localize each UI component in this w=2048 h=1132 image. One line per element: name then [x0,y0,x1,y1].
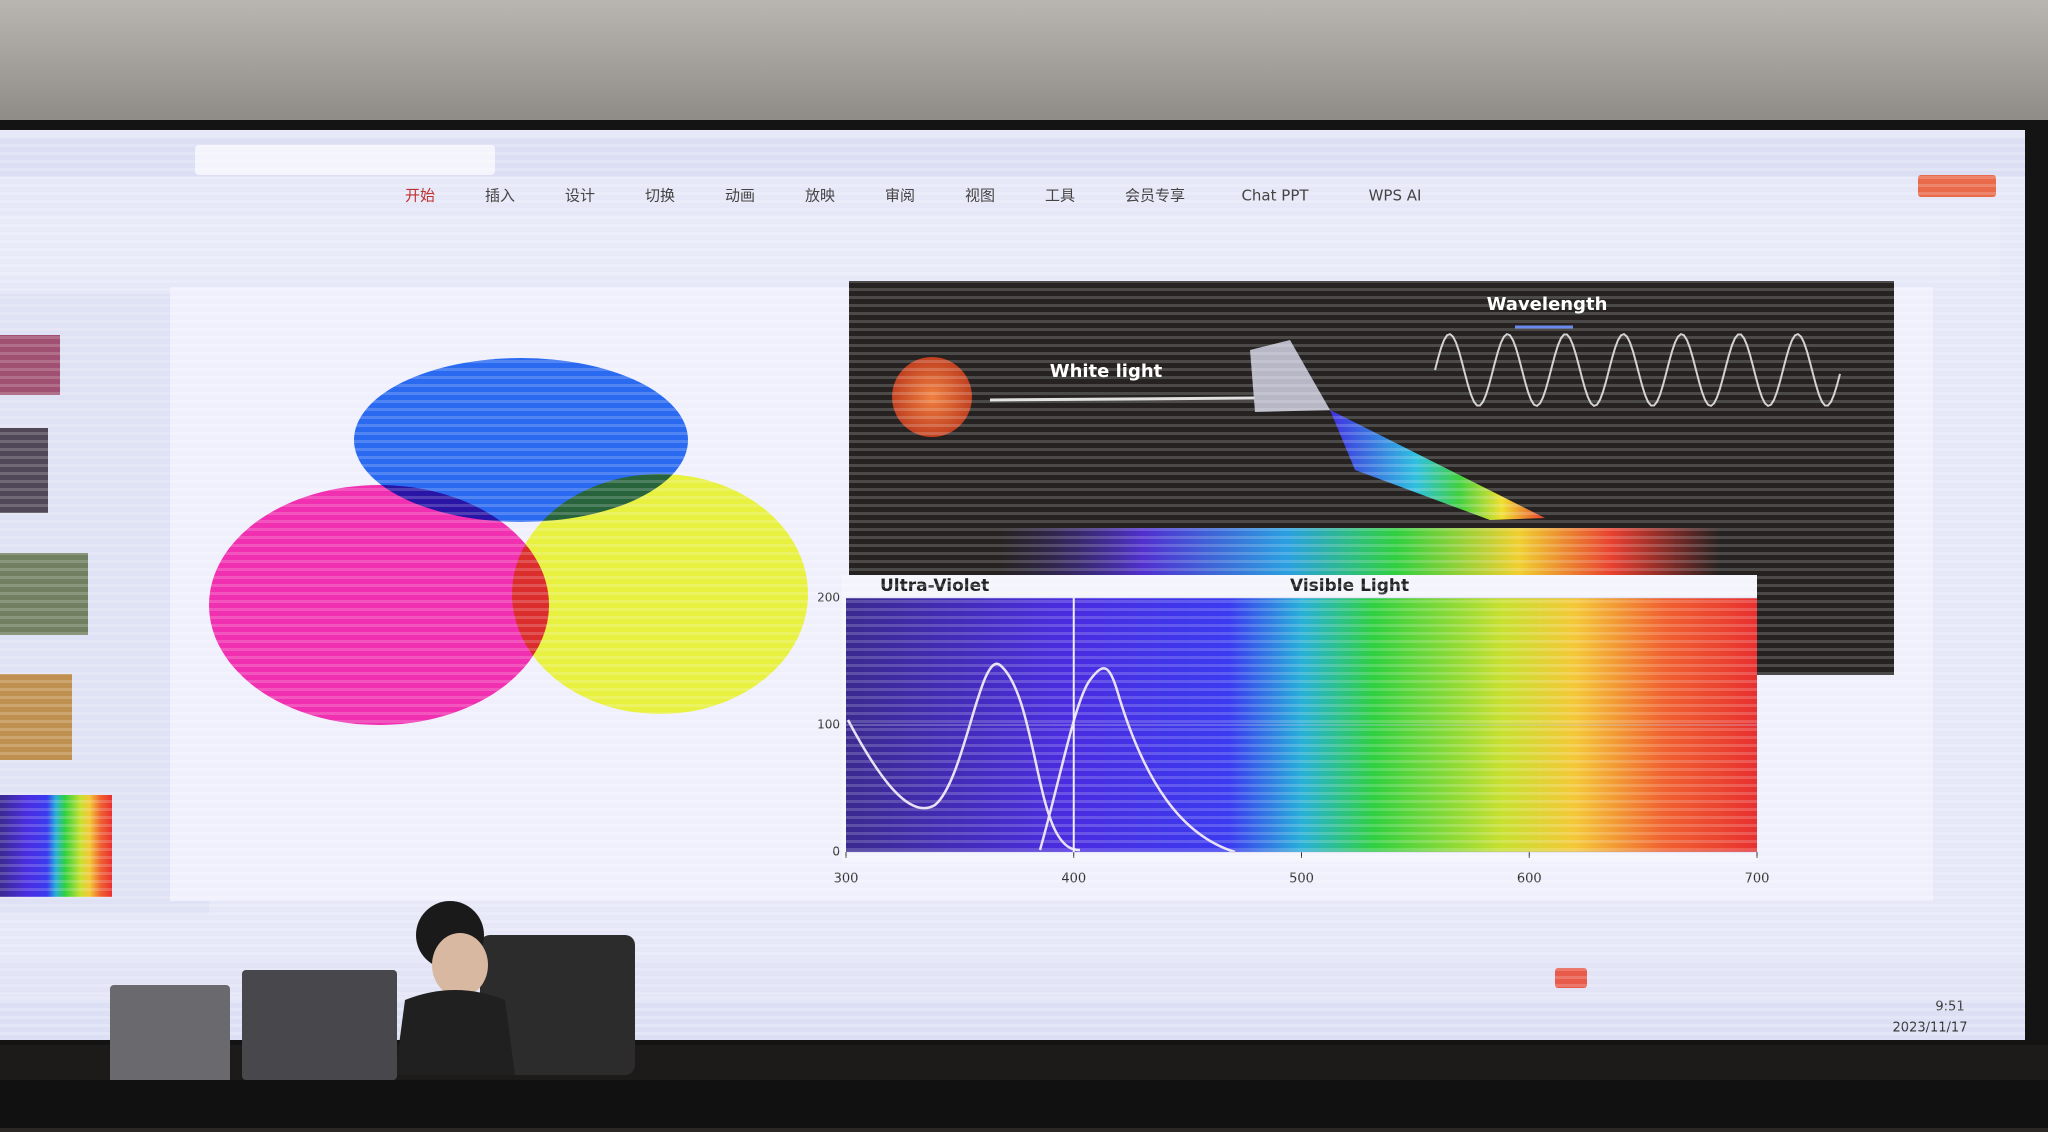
x-tick-label: 400 [1061,872,1086,887]
menu-tab[interactable]: 视图 [965,187,995,205]
menu-tab[interactable]: 审阅 [885,187,915,205]
doc-tab[interactable] [195,145,495,175]
clock-time: 9:51 [1935,1000,1964,1015]
thumb-4[interactable] [0,674,72,760]
visible-label: Visible Light [1290,576,1409,596]
toolbar [0,215,2000,277]
menu-tab[interactable]: 插入 [485,187,515,205]
thumb-3[interactable] [0,553,88,635]
menu-tab[interactable]: 切换 [645,187,675,205]
desk [0,1080,2048,1128]
spectrum-band [1000,528,1720,576]
laptop-1 [110,985,230,1085]
x-tick-label: 700 [1745,872,1770,887]
y-tick-label: 200 [817,591,840,605]
thumb-5[interactable] [0,795,112,897]
menu-tab[interactable]: 开始 [405,187,435,205]
y-tick-label: 100 [817,718,840,732]
x-tick-label: 300 [834,872,859,887]
thumb-1[interactable] [0,335,60,395]
light-ray [989,396,1256,402]
menu-tab[interactable]: WPS AI [1369,187,1422,205]
menu-tab[interactable]: 放映 [805,187,835,205]
y-tick-label: 0 [832,845,840,859]
share-button[interactable] [1918,175,1996,197]
x-tick-label: 500 [1289,872,1314,887]
wavelength-label: Wavelength [1487,294,1608,315]
menu-tab[interactable]: 动画 [725,187,755,205]
menu-tab[interactable]: 工具 [1045,187,1075,205]
uv-label: Ultra-Violet [880,576,989,596]
menu-tab[interactable]: 会员专享 [1125,187,1185,205]
yellow-circle [512,474,808,714]
magenta-circle [209,485,549,725]
clock-date: 2023/11/17 [1893,1021,1968,1036]
thumb-2[interactable] [0,428,48,513]
x-tick-label: 600 [1517,872,1542,887]
sun [892,357,972,437]
menu-tab[interactable]: 设计 [565,187,595,205]
chair [480,935,635,1075]
menu-tab[interactable]: Chat PPT [1241,187,1309,205]
slideshow-button[interactable] [1555,968,1587,988]
laptop-2 [242,970,397,1080]
white-light-label: White light [1050,361,1163,382]
body [395,990,515,1075]
face [432,933,488,997]
